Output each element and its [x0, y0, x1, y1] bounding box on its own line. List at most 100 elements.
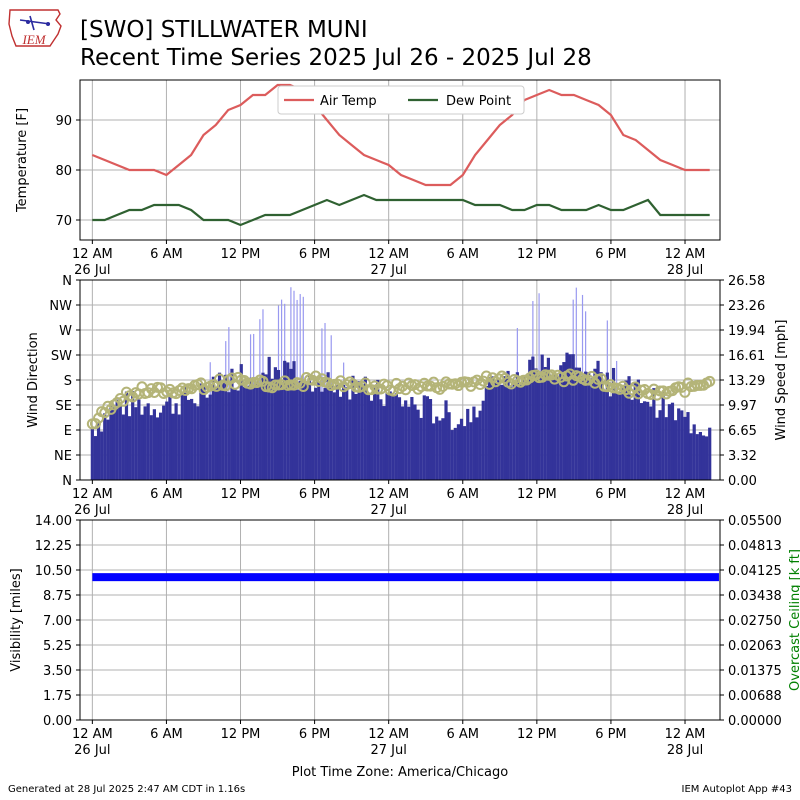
wind-speed-bar [642, 401, 647, 480]
wind-speed-bar [686, 412, 690, 480]
wind-speed-bar [435, 416, 439, 480]
visibility-tick-label: 1.75 [43, 689, 72, 704]
wind-speed-bar [96, 423, 101, 480]
wind-speed-bar [407, 406, 411, 480]
ceiling-tick-label: 0.02750 [728, 614, 782, 629]
visibility-ylabel: Visibility [miles] [9, 568, 24, 671]
wind-speed-bar [239, 364, 243, 480]
x-tick-label: 6 PM [299, 247, 330, 262]
wind-speed-bar [484, 385, 488, 480]
x-tick-label: 12 AM [368, 487, 409, 502]
wind-speed-bar [326, 372, 330, 480]
wind-speed-bar [202, 385, 206, 480]
wind-speed-bar [456, 424, 461, 480]
wind-speed-bar [627, 376, 631, 480]
wind-speed-bar [649, 406, 653, 480]
wind-speed-bar [332, 392, 336, 480]
wind-speed-bar [447, 412, 451, 480]
wind-direction-marker [310, 370, 322, 382]
wind-speed-bar [242, 386, 246, 480]
x-tick-label: 12 PM [517, 247, 557, 262]
x-tick-date-label: 26 Jul [74, 503, 110, 518]
wind-speed-bar [143, 406, 147, 480]
wind-speed-bar [320, 391, 324, 480]
wind-speed-bar [335, 385, 340, 480]
wind-speed-bar [183, 385, 188, 480]
speed-tick-label: 26.58 [728, 274, 765, 289]
wind-speed-bar [273, 367, 277, 480]
wind-speed-bar [131, 391, 135, 480]
temperature-legend: Air Temp Dew Point [277, 85, 525, 115]
wind-speed-bar [348, 399, 352, 480]
temperature-tick-label: 80 [55, 164, 72, 179]
wind-speed-bar [404, 400, 408, 480]
wind-speed-bar [543, 366, 547, 480]
x-tick-date-label: 28 Jul [667, 263, 703, 278]
wind-speed-bar [438, 420, 442, 480]
direction-tick-label: SE [56, 399, 72, 414]
x-tick-date-label: 28 Jul [667, 503, 703, 518]
wind-speed-bar [270, 378, 274, 480]
direction-tick-label: E [64, 424, 72, 439]
dew-point-line [92, 193, 710, 227]
wind-speed-bar [540, 354, 544, 480]
wind-speed-bar [162, 405, 166, 480]
generated-timestamp: Generated at 28 Jul 2025 2:47 AM CDT in … [8, 784, 246, 795]
wind-speed-bar [385, 393, 389, 480]
visibility-tick-label: 3.50 [43, 664, 72, 679]
x-tick-date-label: 27 Jul [371, 263, 407, 278]
x-tick-label: 6 AM [150, 727, 183, 742]
direction-tick-label: NW [49, 299, 72, 314]
page-subtitle: Recent Time Series 2025 Jul 26 - 2025 Ju… [80, 45, 592, 71]
wind-speed-bar [112, 407, 116, 480]
wind-speed-bar [373, 386, 377, 480]
wind-speed-bar [692, 424, 696, 480]
wind-speed-bar [664, 417, 668, 480]
x-tick-date-label: 27 Jul [371, 503, 407, 518]
wind-speed-bar [264, 374, 268, 480]
wind-speed-bar [307, 375, 312, 480]
wind-speed-bar [705, 436, 709, 480]
x-tick-date-label: 28 Jul [667, 743, 703, 758]
wind-direction-marker [117, 395, 129, 407]
wind-speed-bar [121, 414, 125, 480]
wind-speed-bar [608, 396, 613, 480]
wind-speed-bar [180, 394, 184, 480]
wind-speed-bar [661, 391, 665, 480]
wind-speed-bar [311, 391, 315, 480]
wind-speed-bar [577, 367, 582, 480]
wind-speed-bar [466, 408, 470, 480]
speed-tick-label: 13.29 [728, 374, 765, 389]
visibility-panel: 0.001.753.505.257.008.7510.5012.2514.00 … [9, 514, 800, 780]
wind-speed-bar [584, 371, 588, 480]
wind-speed-bar [252, 385, 256, 480]
x-tick-label: 6 PM [299, 727, 330, 742]
wind-speed-bar [611, 367, 616, 480]
wind-speed-bar [233, 387, 237, 480]
wind-speed-bar [394, 393, 398, 480]
wind-speed-bar [382, 406, 386, 480]
wind-speed-bar [534, 368, 538, 480]
wind-speed-bar [552, 374, 557, 480]
wind-speed-bar [400, 406, 405, 480]
wind-speed-bar [481, 400, 485, 480]
wind-speed-bar [289, 368, 293, 480]
wind-direction-marker [428, 376, 440, 388]
wind-speed-bar [673, 420, 678, 480]
wind-speed-bar [680, 410, 684, 480]
wind-speed-bar [587, 372, 591, 480]
direction-tick-label: N [62, 474, 72, 489]
iem-logo: IEM [6, 6, 66, 54]
temperature-tick-label: 90 [55, 114, 72, 129]
wind-speed-bar [342, 384, 346, 480]
wind-speed-bar [137, 399, 141, 480]
wind-speed-bar [546, 357, 550, 480]
wind-speed-bar [360, 385, 364, 480]
wind-speed-bar [683, 416, 687, 480]
wind-speed-bar [236, 390, 240, 480]
wind-speed-bar [100, 431, 104, 480]
wind-speed-bar [419, 417, 423, 480]
visibility-tick-label: 5.25 [43, 639, 72, 654]
wind-speed-bar [639, 403, 644, 480]
wind-speed-bar [301, 380, 305, 480]
